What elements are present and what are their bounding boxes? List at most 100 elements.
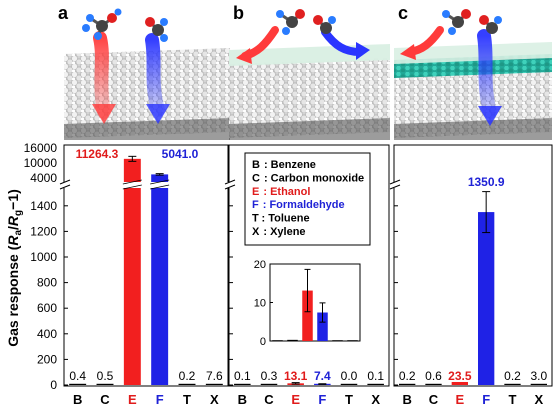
bar-break-mark bbox=[150, 179, 170, 185]
blue-bounce-head-icon bbox=[356, 42, 370, 60]
panel-letter-c: c bbox=[398, 3, 408, 23]
legend-item-E: E: Ethanol bbox=[252, 186, 310, 198]
substrate-b bbox=[229, 118, 390, 140]
value-label-c-E: 23.5 bbox=[448, 369, 472, 383]
y-tick-4000: 4000 bbox=[30, 171, 57, 185]
x-tick-a-X: X bbox=[210, 392, 219, 407]
legend-item-X: X: Xylene bbox=[252, 226, 306, 238]
value-label-c-B: 0.2 bbox=[399, 369, 416, 383]
inset-bar-B bbox=[272, 340, 283, 341]
illustration-b bbox=[229, 9, 390, 140]
bar-b-T bbox=[340, 383, 358, 385]
value-label-b-T: 0.0 bbox=[341, 369, 358, 383]
value-label-c-F: 1350.9 bbox=[468, 175, 505, 189]
green-layer-c bbox=[394, 42, 552, 64]
inset-y-tick: 10 bbox=[254, 298, 266, 310]
panel-letter-a: a bbox=[58, 3, 69, 23]
x-tick-b-F: F bbox=[318, 392, 326, 407]
bar-c-C bbox=[425, 383, 442, 385]
value-label-b-X: 0.1 bbox=[367, 369, 384, 383]
substrate-a bbox=[64, 118, 230, 140]
legend-item-B: B: Benzene bbox=[252, 159, 316, 171]
red-arrow-icon bbox=[93, 31, 111, 119]
value-label-b-E: 13.1 bbox=[284, 369, 308, 383]
inset-bar-X bbox=[347, 340, 358, 341]
x-tick-a-T: T bbox=[183, 392, 191, 407]
value-label-a-E: 11264.3 bbox=[76, 147, 119, 161]
y-tick-label: 200 bbox=[37, 352, 57, 366]
ethanol-molecule-icon-c bbox=[442, 9, 471, 35]
formaldehyde-molecule-icon bbox=[145, 17, 168, 42]
bar-c-B bbox=[399, 383, 416, 385]
bar-a-B bbox=[69, 383, 87, 385]
ethanol-molecule-icon-b bbox=[276, 9, 305, 35]
bar-break-mark bbox=[122, 184, 142, 190]
x-tick-c-F: F bbox=[482, 392, 490, 407]
bar-c-X bbox=[530, 383, 547, 385]
value-label-a-X: 7.6 bbox=[206, 369, 223, 383]
bar-a-C bbox=[96, 383, 114, 385]
value-label-a-B: 0.4 bbox=[69, 369, 86, 383]
value-label-a-F: 5041.0 bbox=[162, 147, 199, 161]
bar-c-T bbox=[504, 383, 521, 385]
inset-bar-C bbox=[287, 339, 298, 341]
substrate-c bbox=[394, 118, 552, 140]
red-bounce-head-icon-c bbox=[400, 44, 416, 60]
y-axis-label: Gas response (Ra/Rg−1) bbox=[5, 189, 24, 347]
bar-c-E bbox=[451, 381, 468, 385]
x-tick-b-B: B bbox=[238, 392, 247, 407]
blue-arrow-icon-c bbox=[477, 29, 497, 119]
bars-layer: 0.4 0.5 11264.3 5041.0 0.2 7.6 0.1 0.3 13.1 7.4 0.… bbox=[69, 147, 547, 385]
y-tick-label: 1000 bbox=[30, 250, 57, 264]
bar-c-F bbox=[478, 212, 495, 385]
film-base-b bbox=[229, 58, 390, 138]
y-tick-10000: 10000 bbox=[24, 156, 58, 170]
y-tick-label: 0 bbox=[50, 378, 57, 392]
value-label-a-C: 0.5 bbox=[97, 369, 114, 383]
axis-break-b bbox=[224, 179, 236, 190]
y-tick-16000: 16000 bbox=[24, 141, 58, 155]
bar-a-X bbox=[205, 383, 223, 385]
inset-y-tick: 0 bbox=[260, 336, 266, 348]
value-label-b-F: 7.4 bbox=[314, 369, 331, 383]
legend-item-C: C: Carbon monoxide bbox=[252, 172, 364, 184]
plot-frame-b bbox=[228, 144, 390, 387]
y-tick-label: 600 bbox=[37, 301, 57, 315]
bar-a-E bbox=[123, 158, 141, 385]
x-tick-c-T: T bbox=[509, 392, 517, 407]
bar-a-F bbox=[151, 174, 169, 385]
red-arrowhead-icon bbox=[92, 104, 116, 124]
x-tick-b-E: E bbox=[291, 392, 300, 407]
inset-bar-F bbox=[317, 312, 328, 341]
x-tick-b-C: C bbox=[264, 392, 274, 407]
inset-bar-E bbox=[302, 290, 313, 341]
x-tick-c-C: C bbox=[429, 392, 439, 407]
illustration-a bbox=[64, 8, 230, 140]
formaldehyde-molecule-icon-c bbox=[479, 15, 502, 34]
blue-arrow-icon bbox=[145, 33, 165, 117]
plot-frame-a bbox=[63, 144, 229, 387]
inset-frame bbox=[269, 263, 361, 342]
bar-b-B bbox=[234, 383, 251, 385]
y-tick-label: 1400 bbox=[30, 199, 57, 213]
bar-a-T bbox=[178, 383, 196, 385]
y-tick-label: 800 bbox=[37, 276, 57, 290]
plot-frame-c bbox=[393, 144, 553, 387]
y-tick-label: 1200 bbox=[30, 224, 57, 238]
ethanol-molecule-icon bbox=[82, 8, 122, 40]
value-label-a-T: 0.2 bbox=[179, 369, 196, 383]
illustration-c bbox=[394, 9, 552, 140]
value-label-b-B: 0.1 bbox=[234, 369, 251, 383]
bar-break-gap bbox=[122, 182, 142, 188]
axis-break-a bbox=[59, 179, 71, 190]
inset-bar-T bbox=[332, 340, 343, 341]
red-bounce-head-icon bbox=[236, 48, 252, 64]
panel-letter-b: b bbox=[233, 3, 244, 23]
x-tick-c-E: E bbox=[455, 392, 464, 407]
inset-y-tick: 20 bbox=[254, 259, 266, 271]
